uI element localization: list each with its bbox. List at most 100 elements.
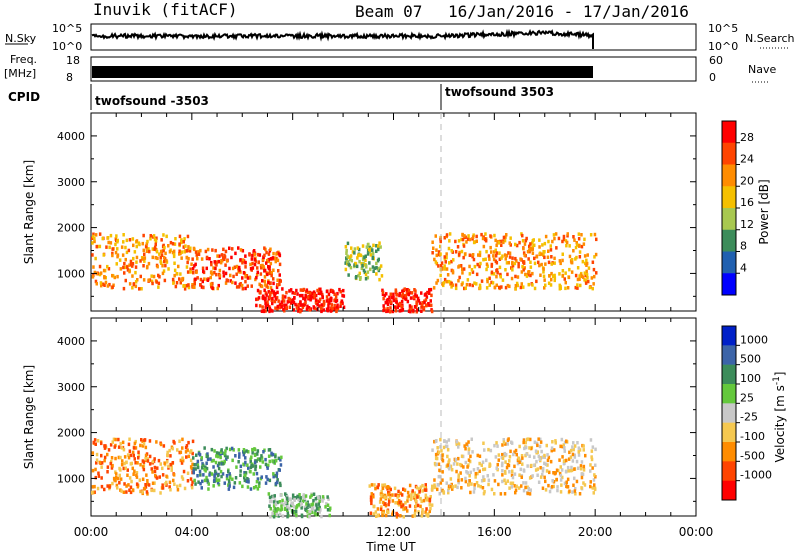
velocity-colorbar-label: Velocity [m s-1] bbox=[772, 372, 787, 463]
data-cell bbox=[241, 261, 244, 265]
data-cell bbox=[151, 247, 155, 251]
date-range: 16/Jan/2016 - 17/Jan/2016 bbox=[448, 2, 689, 21]
data-cell bbox=[268, 291, 272, 296]
data-cell bbox=[418, 301, 422, 305]
data-cell bbox=[259, 465, 262, 469]
data-cell bbox=[424, 298, 428, 302]
data-cell bbox=[143, 252, 146, 257]
data-cell bbox=[439, 264, 443, 268]
data-cell bbox=[107, 267, 111, 271]
data-cell bbox=[376, 513, 380, 518]
data-cell bbox=[529, 437, 532, 442]
data-cell bbox=[239, 469, 242, 473]
data-cell bbox=[385, 292, 388, 296]
colorbar-frame bbox=[721, 325, 737, 501]
data-cell bbox=[435, 253, 438, 258]
data-cell bbox=[511, 469, 514, 473]
data-cell bbox=[544, 283, 547, 287]
data-cell bbox=[415, 504, 418, 508]
data-cell bbox=[318, 499, 321, 503]
data-cell bbox=[570, 260, 573, 265]
data-cell bbox=[424, 292, 427, 297]
data-cell bbox=[167, 267, 170, 271]
data-cell bbox=[168, 480, 172, 485]
data-cell bbox=[504, 481, 508, 485]
data-cell bbox=[312, 492, 316, 496]
data-cell bbox=[544, 262, 547, 266]
data-cell bbox=[151, 255, 154, 260]
data-cell bbox=[219, 455, 222, 460]
data-cell bbox=[520, 454, 524, 458]
data-cell bbox=[172, 478, 175, 483]
data-cell bbox=[421, 302, 424, 307]
data-cell bbox=[471, 253, 475, 257]
data-cell bbox=[379, 497, 383, 501]
data-cell bbox=[538, 263, 541, 268]
data-cell bbox=[104, 280, 108, 285]
data-cell bbox=[129, 259, 133, 264]
data-cell bbox=[467, 447, 471, 451]
data-cell bbox=[281, 287, 284, 291]
data-cell bbox=[366, 252, 370, 256]
data-cell bbox=[165, 258, 168, 263]
data-cell bbox=[392, 295, 395, 300]
data-cell bbox=[582, 464, 586, 469]
data-cell bbox=[278, 512, 282, 516]
data-cell bbox=[139, 463, 142, 467]
data-cell bbox=[166, 450, 169, 455]
data-cell bbox=[543, 453, 546, 458]
data-cell bbox=[573, 444, 577, 448]
data-cell bbox=[438, 492, 441, 496]
data-cell bbox=[141, 257, 145, 261]
data-cell bbox=[190, 449, 193, 453]
data-cell bbox=[448, 465, 451, 469]
data-cell bbox=[388, 486, 391, 490]
data-cell bbox=[521, 264, 524, 269]
data-cell bbox=[375, 249, 378, 253]
data-cell bbox=[156, 466, 159, 470]
data-cell bbox=[100, 484, 104, 489]
data-cell bbox=[472, 490, 476, 494]
data-cell bbox=[430, 309, 434, 314]
data-cell bbox=[148, 454, 152, 459]
data-cell bbox=[144, 483, 147, 487]
data-cell bbox=[356, 256, 359, 260]
data-cell bbox=[270, 257, 273, 261]
data-cell bbox=[523, 266, 526, 270]
colorbar-tick-label: 16 bbox=[740, 196, 754, 209]
data-cell bbox=[550, 448, 553, 453]
data-cell bbox=[542, 250, 545, 254]
data-cell bbox=[302, 296, 305, 301]
y-tick-label: 1000 bbox=[57, 267, 85, 280]
data-cell bbox=[424, 483, 427, 487]
data-cell bbox=[448, 232, 452, 236]
data-cell bbox=[305, 288, 309, 292]
data-cell bbox=[284, 500, 287, 505]
data-cell bbox=[189, 458, 193, 463]
data-cell bbox=[137, 453, 141, 458]
data-cell bbox=[193, 281, 196, 286]
nsky-trace bbox=[91, 28, 594, 49]
data-cell bbox=[468, 474, 471, 478]
data-cell bbox=[571, 445, 574, 449]
data-cell bbox=[446, 454, 449, 459]
data-cell bbox=[541, 486, 545, 490]
data-cell bbox=[96, 486, 100, 491]
data-cell bbox=[338, 287, 341, 292]
data-cell bbox=[317, 502, 321, 506]
data-cell bbox=[593, 483, 596, 487]
data-cell bbox=[220, 259, 223, 263]
data-cell bbox=[542, 267, 545, 271]
data-cell bbox=[536, 443, 539, 448]
data-cell bbox=[376, 244, 380, 248]
data-cell bbox=[132, 282, 135, 287]
data-cell bbox=[251, 447, 254, 452]
data-cell bbox=[520, 282, 523, 286]
data-cell bbox=[411, 514, 414, 518]
data-cell bbox=[353, 251, 356, 255]
data-cell bbox=[315, 503, 318, 507]
data-cell bbox=[486, 277, 489, 282]
data-cell bbox=[208, 471, 212, 475]
data-cell bbox=[551, 239, 554, 244]
data-cell bbox=[142, 460, 146, 464]
